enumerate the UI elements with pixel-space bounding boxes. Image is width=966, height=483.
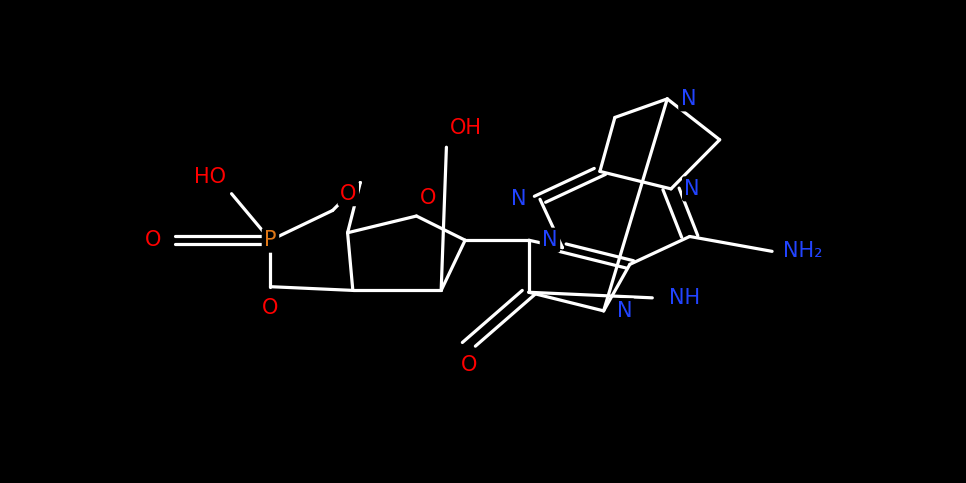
- Text: N: N: [681, 89, 696, 109]
- Text: N: N: [685, 179, 700, 199]
- Text: NH: NH: [668, 288, 700, 308]
- Text: N: N: [511, 189, 526, 209]
- Text: O: O: [340, 184, 356, 204]
- Text: O: O: [461, 355, 477, 375]
- Text: HO: HO: [193, 167, 225, 187]
- Text: OH: OH: [450, 118, 482, 138]
- Text: O: O: [263, 298, 278, 318]
- Text: O: O: [145, 230, 161, 250]
- Text: P: P: [265, 230, 276, 250]
- Text: O: O: [420, 188, 437, 208]
- Text: N: N: [542, 230, 557, 250]
- Text: NH₂: NH₂: [783, 242, 823, 261]
- Text: N: N: [617, 301, 633, 321]
